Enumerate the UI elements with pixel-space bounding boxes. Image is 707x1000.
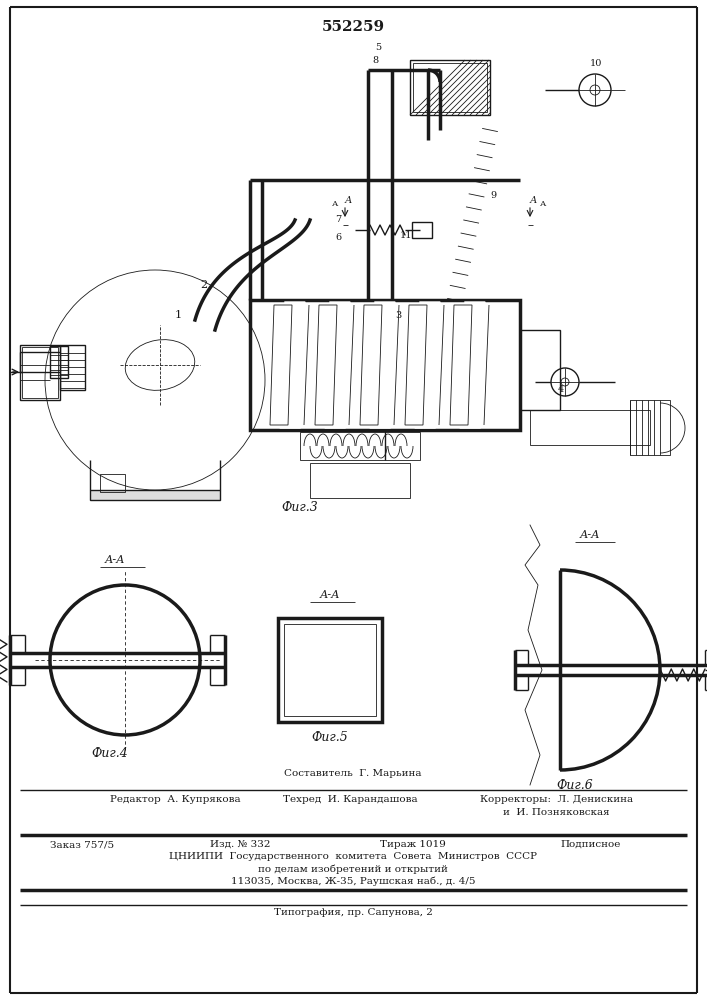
Text: Типография, пр. Сапунова, 2: Типография, пр. Сапунова, 2 — [274, 908, 433, 917]
Text: А-А: А-А — [105, 555, 125, 565]
Text: Редактор  А. Купрякова: Редактор А. Купрякова — [110, 795, 240, 804]
Polygon shape — [325, 302, 350, 428]
Text: Изд. № 332: Изд. № 332 — [210, 840, 271, 849]
Bar — [60, 345, 85, 390]
Text: 6: 6 — [335, 233, 341, 242]
Text: Фиг.6: Фиг.6 — [556, 779, 593, 792]
Text: 9: 9 — [490, 191, 496, 200]
Text: 3: 3 — [395, 311, 402, 320]
Text: Подписное: Подписное — [560, 840, 620, 849]
Bar — [520, 330, 560, 410]
Bar — [284, 624, 376, 716]
Polygon shape — [315, 305, 337, 425]
Polygon shape — [270, 305, 292, 425]
Bar — [100, 474, 125, 492]
Text: 7: 7 — [335, 215, 341, 224]
Text: Техред  И. Карандашова: Техред И. Карандашова — [283, 795, 418, 804]
Bar — [413, 63, 487, 112]
Polygon shape — [370, 302, 395, 428]
Text: Составитель  Г. Марьина: Составитель Г. Марьина — [284, 769, 422, 778]
Text: Фиг.5: Фиг.5 — [312, 731, 349, 744]
Bar — [410, 60, 490, 115]
Text: А: А — [540, 200, 547, 208]
Text: А: А — [332, 200, 339, 208]
Text: 4: 4 — [558, 385, 564, 394]
Bar — [90, 490, 220, 500]
Text: Тираж 1019: Тираж 1019 — [380, 840, 446, 849]
Polygon shape — [460, 302, 485, 428]
Text: А: А — [345, 196, 352, 205]
Bar — [630, 400, 670, 455]
Text: и  И. Позняковская: и И. Позняковская — [503, 808, 609, 817]
Bar — [530, 410, 650, 445]
Text: 113035, Москва, Ж-35, Раушская наб., д. 4/5: 113035, Москва, Ж-35, Раушская наб., д. … — [230, 876, 475, 886]
Text: Фиг.4: Фиг.4 — [92, 747, 129, 760]
Text: ЦНИИПИ  Государственного  комитета  Совета  Министров  СССР: ЦНИИПИ Государственного комитета Совета … — [169, 852, 537, 861]
Text: Фиг.3: Фиг.3 — [281, 501, 318, 514]
Bar — [412, 222, 432, 238]
Bar — [300, 432, 420, 460]
Text: 1: 1 — [175, 310, 182, 320]
Text: 11: 11 — [400, 231, 412, 240]
Bar — [250, 300, 520, 430]
Polygon shape — [405, 305, 427, 425]
Polygon shape — [450, 305, 472, 425]
Text: А: А — [530, 196, 537, 205]
Text: А-А: А-А — [580, 530, 600, 540]
Bar — [20, 345, 60, 400]
Bar — [22, 347, 58, 398]
Text: 552259: 552259 — [322, 20, 385, 34]
Text: 8: 8 — [372, 56, 378, 65]
Text: 10: 10 — [590, 59, 602, 68]
Text: Корректоры:  Л. Денискина: Корректоры: Л. Денискина — [480, 795, 633, 804]
Text: Заказ 757/5: Заказ 757/5 — [50, 840, 114, 849]
Text: А-А: А-А — [320, 590, 340, 600]
Polygon shape — [360, 305, 382, 425]
Text: 2: 2 — [200, 280, 207, 290]
Bar — [310, 463, 410, 498]
Bar — [50, 346, 68, 378]
Text: 5: 5 — [375, 43, 381, 52]
Text: по делам изобретений и открытий: по делам изобретений и открытий — [258, 864, 448, 874]
Polygon shape — [280, 302, 305, 428]
Bar — [278, 618, 382, 722]
Polygon shape — [415, 302, 440, 428]
